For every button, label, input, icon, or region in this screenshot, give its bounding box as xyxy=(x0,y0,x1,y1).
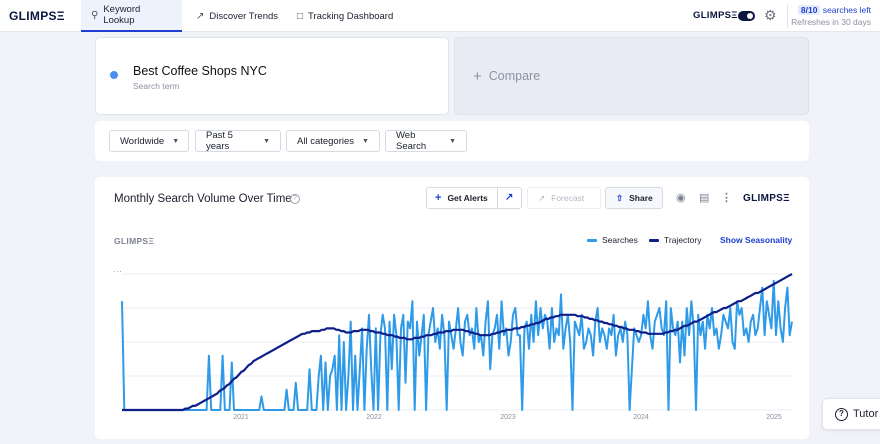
share-label: Share xyxy=(629,193,653,203)
tutor-button[interactable]: ? Tutor xyxy=(822,398,880,430)
quota-label: searches left xyxy=(822,5,871,15)
plus-icon: + xyxy=(435,192,442,204)
trend-icon: ↗ xyxy=(196,10,205,22)
app-logo[interactable]: GLIMPSΞ xyxy=(9,9,65,23)
compare-label: Compare xyxy=(488,69,541,83)
plus-icon: + xyxy=(473,67,482,85)
search-term-card[interactable]: Best Coffee Shops NYC Search term xyxy=(95,37,449,115)
dropdown-value: Worldwide xyxy=(120,135,165,147)
search-term-sublabel: Search term xyxy=(133,81,180,91)
tab-tracking-dashboard[interactable]: □ Tracking Dashboard xyxy=(287,0,403,32)
gear-icon[interactable]: ⚙ xyxy=(764,7,777,23)
tab-label: Keyword Lookup xyxy=(103,4,141,26)
chart-brand-logo: GLIMPSΞ xyxy=(743,193,790,204)
x-tick-label: 2023 xyxy=(500,414,516,421)
forecast-button[interactable]: ↗ Forecast xyxy=(527,187,601,209)
divider xyxy=(497,188,498,208)
x-tick-label: 2022 xyxy=(366,414,382,421)
chevron-down-icon: ▼ xyxy=(449,137,456,145)
dropdown-value: All categories xyxy=(297,135,355,147)
x-tick-label: 2021 xyxy=(233,414,249,421)
quota-badge: 8/10 xyxy=(797,5,821,15)
forecast-label: Forecast xyxy=(551,193,585,203)
filter-bar: Worldwide ▼ Past 5 years ▼ All categorie… xyxy=(95,121,809,161)
get-alerts-label: Get Alerts xyxy=(447,193,488,203)
legend-label: Searches xyxy=(602,235,638,245)
legend-swatch xyxy=(587,238,597,242)
search-quota: 8/10 searches left Refreshes in 30 days xyxy=(791,4,871,28)
divider xyxy=(787,4,788,28)
quota-refresh: Refreshes in 30 days xyxy=(791,17,871,27)
y-axis-marker: ... xyxy=(113,265,123,274)
brand-toggle[interactable] xyxy=(738,11,755,21)
legend-label: Trajectory xyxy=(664,235,702,245)
chevron-down-icon: ▼ xyxy=(362,137,369,145)
dropdown-value: Web Search xyxy=(396,130,427,152)
tutor-label: Tutor xyxy=(853,408,879,420)
share-button[interactable]: ⇧ Share xyxy=(605,187,663,209)
share-icon: ⇧ xyxy=(616,192,624,203)
external-link-icon[interactable]: ↗ xyxy=(505,192,514,203)
tab-keyword-lookup[interactable]: ⚲ Keyword Lookup xyxy=(81,0,182,32)
legend-item-trajectory[interactable]: Trajectory xyxy=(649,235,701,245)
legend-item-searches[interactable]: Searches xyxy=(587,235,638,245)
chevron-down-icon: ▼ xyxy=(172,137,180,145)
trend-icon: ↗ xyxy=(538,192,546,203)
search-icon: ⚲ xyxy=(91,9,99,21)
camera-icon[interactable]: ◉ xyxy=(676,192,686,204)
search-type-dropdown[interactable]: Web Search ▼ xyxy=(385,130,467,152)
chart-title: Monthly Search Volume Over Time xyxy=(114,193,292,205)
question-icon: ? xyxy=(835,407,848,421)
x-tick-label: 2024 xyxy=(633,414,649,421)
series-color-dot xyxy=(110,71,118,79)
legend-swatch xyxy=(649,238,659,242)
help-icon[interactable]: ? xyxy=(290,194,300,204)
dropdown-value: Past 5 years xyxy=(206,130,233,152)
tab-label: Tracking Dashboard xyxy=(308,10,394,22)
chart-watermark-logo: GLIMPSΞ xyxy=(114,236,155,246)
brand-logo-secondary: GLIMPSΞ xyxy=(693,10,738,21)
chevron-down-icon: ▼ xyxy=(263,137,270,145)
category-dropdown[interactable]: All categories ▼ xyxy=(286,130,380,152)
tab-label: Discover Trends xyxy=(209,10,279,22)
more-options-icon[interactable]: ⋮ xyxy=(721,192,732,204)
chart-card: Monthly Search Volume Over Time ? + Get … xyxy=(95,177,809,439)
show-seasonality-link[interactable]: Show Seasonality xyxy=(720,235,793,245)
time-range-dropdown[interactable]: Past 5 years ▼ xyxy=(195,130,281,152)
dashboard-icon: □ xyxy=(297,10,304,22)
series-line-trajectory[interactable] xyxy=(122,273,793,412)
top-navigation-bar: GLIMPSΞ ⚲ Keyword Lookup ↗ Discover Tren… xyxy=(0,0,880,32)
get-alerts-button[interactable]: + Get Alerts ↗ xyxy=(426,187,522,209)
x-tick-label: 2025 xyxy=(766,414,782,421)
compare-button[interactable]: + Compare xyxy=(454,37,809,115)
series-line-searches[interactable] xyxy=(121,279,793,411)
region-dropdown[interactable]: Worldwide ▼ xyxy=(109,130,189,152)
search-term-title[interactable]: Best Coffee Shops NYC xyxy=(133,64,267,78)
tab-discover-trends[interactable]: ↗ Discover Trends xyxy=(186,0,288,32)
search-volume-chart: 2021 2022 2023 2024 2025 xyxy=(121,273,793,421)
document-icon[interactable]: ▤ xyxy=(699,192,710,204)
